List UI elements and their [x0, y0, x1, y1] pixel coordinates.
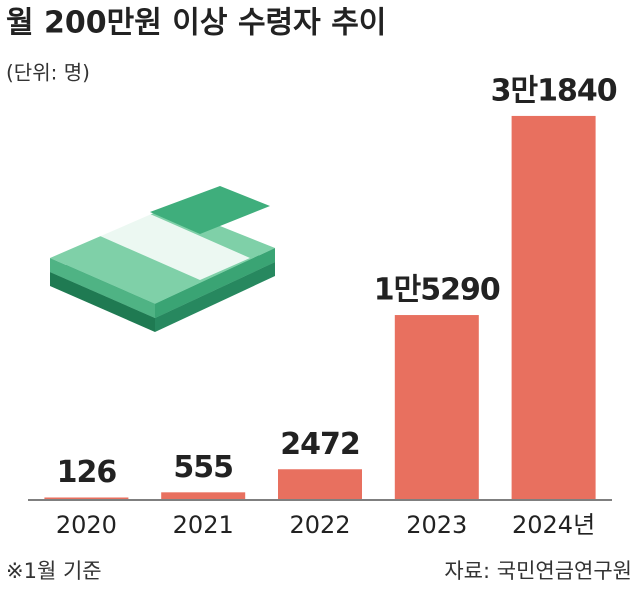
bar	[161, 492, 246, 499]
bar	[511, 115, 596, 500]
unit-label: (단위: 명)	[6, 61, 90, 85]
x-tick-label: 2020	[56, 511, 117, 539]
bar	[278, 469, 362, 499]
x-tick-label: 2024년	[512, 511, 595, 539]
x-tick-label: 2022	[289, 511, 350, 539]
money-icon	[50, 186, 275, 332]
x-tick-label: 2023	[406, 511, 467, 539]
value-label: 3만1840	[491, 73, 617, 108]
value-label: 1만5290	[374, 273, 500, 308]
source: 자료: 국민연금연구원	[444, 559, 632, 583]
note: ※1월 기준	[6, 559, 102, 583]
x-tick-label: 2021	[173, 511, 234, 539]
value-label: 555	[173, 450, 233, 485]
value-label: 126	[57, 455, 117, 490]
bar	[394, 315, 479, 499]
bar	[44, 497, 129, 499]
chart-title: 월 200만원 이상 수령자 추이	[6, 6, 386, 41]
value-label: 2472	[280, 427, 360, 462]
